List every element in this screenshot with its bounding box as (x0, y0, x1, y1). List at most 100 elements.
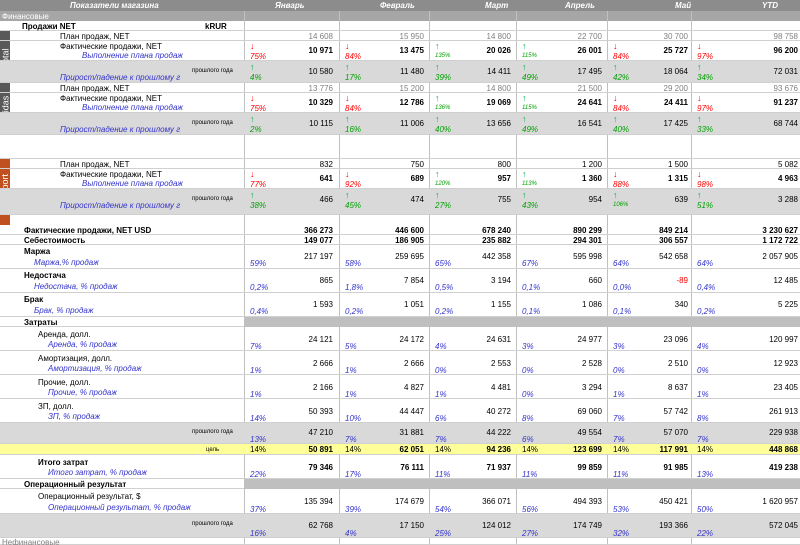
net-sales-title: Продажи NET (22, 22, 76, 31)
net-sales-unit: kRUR (205, 22, 227, 31)
expenses-target-row: цель 50 891 62 051 94 236 123 699 117 991 448 … (0, 444, 800, 455)
arrow-up-icon: ↑ (345, 62, 350, 72)
value-cell: 47 210 (308, 428, 333, 437)
value-cell: 57 742 (663, 407, 688, 416)
plan-label: План продаж, NET (60, 32, 130, 41)
percent-cell: 84% (613, 104, 630, 113)
value-cell: 91 237 (773, 98, 798, 107)
value-cell: 174 679 (395, 497, 424, 506)
percent-cell: 16% (250, 529, 267, 538)
arrow-up-icon: ↑ (435, 114, 440, 124)
value-cell: 44 222 (486, 428, 511, 437)
margin-sub-label: Маржа,% продаж (34, 258, 99, 267)
value-cell: 186 905 (395, 236, 424, 245)
value-cell: 678 240 (482, 226, 511, 235)
value-cell: 62 051 (399, 445, 424, 454)
expense-sub-label: ЗП, % продаж (48, 412, 101, 421)
plan-row: План продаж, NET 13 776 15 200 14 800 21 500… (0, 83, 800, 93)
column-divider (429, 11, 430, 545)
prev-year-tag: прошлого года (192, 120, 233, 126)
percent-cell: 14% (435, 445, 452, 454)
value-cell: 5 082 (777, 160, 798, 169)
arrow-up-icon: ↑ (697, 62, 702, 72)
arrow-down-icon: ↓ (345, 169, 350, 179)
fact-sub-label: Выполнение плана продаж (82, 51, 183, 60)
value-cell: 14 608 (308, 32, 333, 41)
prev-year-tag: прошлого года (192, 521, 233, 527)
percent-cell: 40% (613, 125, 630, 134)
value-cell: 890 299 (573, 226, 602, 235)
arrow-up-icon: ↑ (613, 114, 618, 124)
arrow-up-icon: ↑ (345, 190, 350, 200)
value-cell: 24 631 (486, 335, 511, 344)
value-cell: 30 700 (663, 32, 688, 41)
percent-cell: 11% (613, 470, 629, 479)
value-cell: -89 (676, 276, 688, 285)
arrow-down-icon: ↓ (697, 93, 702, 103)
prev-year-tag: прошлого года (192, 429, 233, 435)
total-label: Итого затрат (38, 458, 89, 467)
percent-cell: 64% (697, 259, 714, 268)
arrow-up-icon: ↑ (435, 41, 440, 51)
value-cell: 1 500 (667, 160, 688, 169)
cost-label: Себестоимость (24, 236, 86, 245)
percent-cell: 1% (697, 390, 709, 399)
value-cell: 26 001 (577, 46, 602, 55)
percent-cell: 88% (613, 180, 630, 189)
defect-label: Брак (24, 295, 44, 304)
expense-row: Амортизация, долл. Амортизация, % продаж 2… (0, 351, 800, 375)
value-cell: 79 346 (308, 463, 333, 472)
percent-cell: 58% (345, 259, 362, 268)
percent-cell: 75% (250, 104, 267, 113)
value-cell: 14 800 (486, 84, 511, 93)
value-cell: 15 200 (399, 84, 424, 93)
operating-header-row: Операционный результат (0, 479, 800, 489)
expense-label: ЗП, долл. (38, 402, 74, 411)
target-tag: цель (206, 447, 220, 453)
fact-row: Фактические продажи, NET Выполнение плана… (0, 93, 800, 113)
value-cell: 4 963 (777, 174, 798, 183)
column-divider (691, 11, 692, 545)
value-cell: 17 495 (577, 67, 602, 76)
percent-cell: 8% (697, 414, 709, 423)
percent-cell: 1% (345, 366, 357, 375)
value-cell: 17 150 (399, 521, 424, 530)
value-cell: 235 882 (482, 236, 511, 245)
percent-cell: 0% (522, 390, 534, 399)
margin-label: Маржа (24, 247, 51, 256)
value-cell: 660 (588, 276, 602, 285)
value-cell: 13 475 (399, 46, 424, 55)
expense-label: Прочие, долл. (38, 378, 91, 387)
value-cell: 954 (588, 195, 602, 204)
percent-cell: 84% (345, 52, 362, 61)
expenses-title: Затраты (24, 318, 58, 327)
percent-cell: 75% (250, 52, 267, 61)
usd-row: Фактические продажи, NET USD 366 273 446 6… (0, 225, 800, 235)
header-month-mar: Март (485, 1, 509, 10)
value-cell: 29 200 (663, 84, 688, 93)
operating-prev-row: прошлого года 62 768 17 150 124 012 174 749 1… (0, 514, 800, 538)
percent-cell: 25% (435, 529, 452, 538)
percent-cell: 1% (250, 390, 262, 399)
percent-cell: 4% (697, 342, 709, 351)
percent-cell: 135% (435, 53, 451, 59)
brand-side-label: adidas (0, 83, 10, 135)
value-cell: 13 656 (486, 119, 511, 128)
value-cell: 18 064 (663, 67, 688, 76)
value-cell: 1 086 (581, 300, 602, 309)
value-cell: 229 938 (769, 428, 798, 437)
value-cell: 14 411 (487, 67, 511, 76)
percent-cell: 0,4% (250, 307, 269, 316)
value-cell: 11 006 (400, 119, 424, 128)
percent-cell: 11% (522, 470, 538, 479)
plan-label: План продаж, NET (60, 160, 130, 169)
percent-cell: 97% (697, 104, 714, 113)
operating-sub-label: Операционный результат, % продаж (48, 503, 191, 512)
percent-cell: 4% (250, 73, 262, 82)
percent-cell: 97% (697, 52, 714, 61)
value-cell: 2 166 (312, 383, 333, 392)
value-cell: 542 658 (659, 252, 688, 261)
percent-cell: 98% (697, 180, 714, 189)
arrow-down-icon: ↓ (613, 169, 618, 179)
percent-cell: 120% (435, 181, 451, 187)
